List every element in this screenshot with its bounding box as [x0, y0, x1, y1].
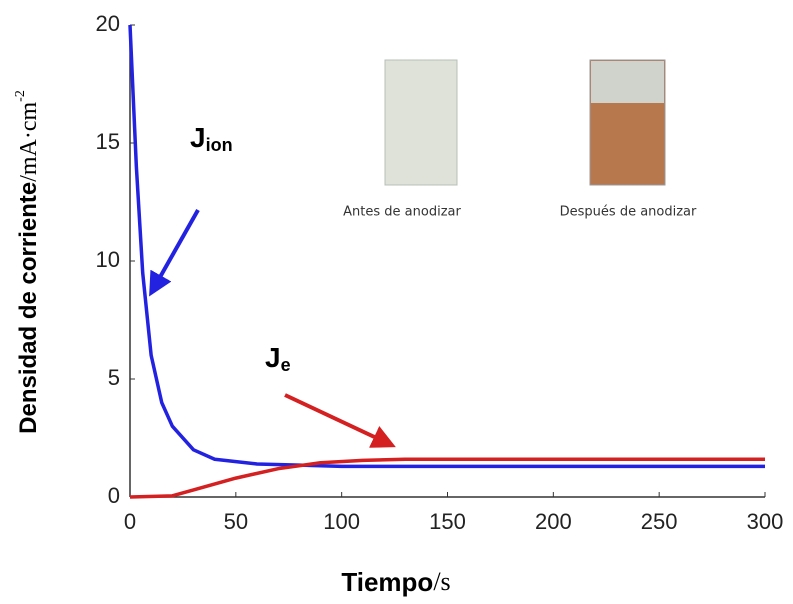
- y-tick-label: 15: [96, 129, 120, 154]
- photo-before: [385, 60, 457, 185]
- y-tick-label: 10: [96, 247, 120, 272]
- annotation: Je: [265, 342, 291, 374]
- x-tick-label: 300: [747, 509, 784, 534]
- page: Antes de anodizar Después de anodizar Ji…: [0, 0, 793, 604]
- x-tick-label: 250: [641, 509, 678, 534]
- photo-caption: Antes de anodizar: [343, 205, 461, 220]
- arrow: [285, 395, 385, 442]
- y-tick-label: 5: [108, 365, 120, 390]
- x-tick-label: 150: [429, 509, 466, 534]
- chart: Antes de anodizar Después de anodizar Ji…: [0, 0, 793, 599]
- y-tick-label: 0: [108, 483, 120, 508]
- photo-caption: Después de anodizar: [560, 205, 697, 220]
- x-tick-label: 50: [224, 509, 248, 534]
- arrow: [155, 210, 198, 286]
- x-tick-label: 100: [323, 509, 360, 534]
- y-axis-label: Densidad de corriente/mA·cm-2: [13, 90, 42, 434]
- y-tick-label: 20: [96, 11, 120, 36]
- x-tick-label: 200: [535, 509, 572, 534]
- photo-after-top: [591, 61, 664, 103]
- x-tick-label: 0: [124, 509, 136, 534]
- annotation: Jion: [190, 122, 233, 154]
- x-axis-label: Tiempo/s: [341, 567, 450, 597]
